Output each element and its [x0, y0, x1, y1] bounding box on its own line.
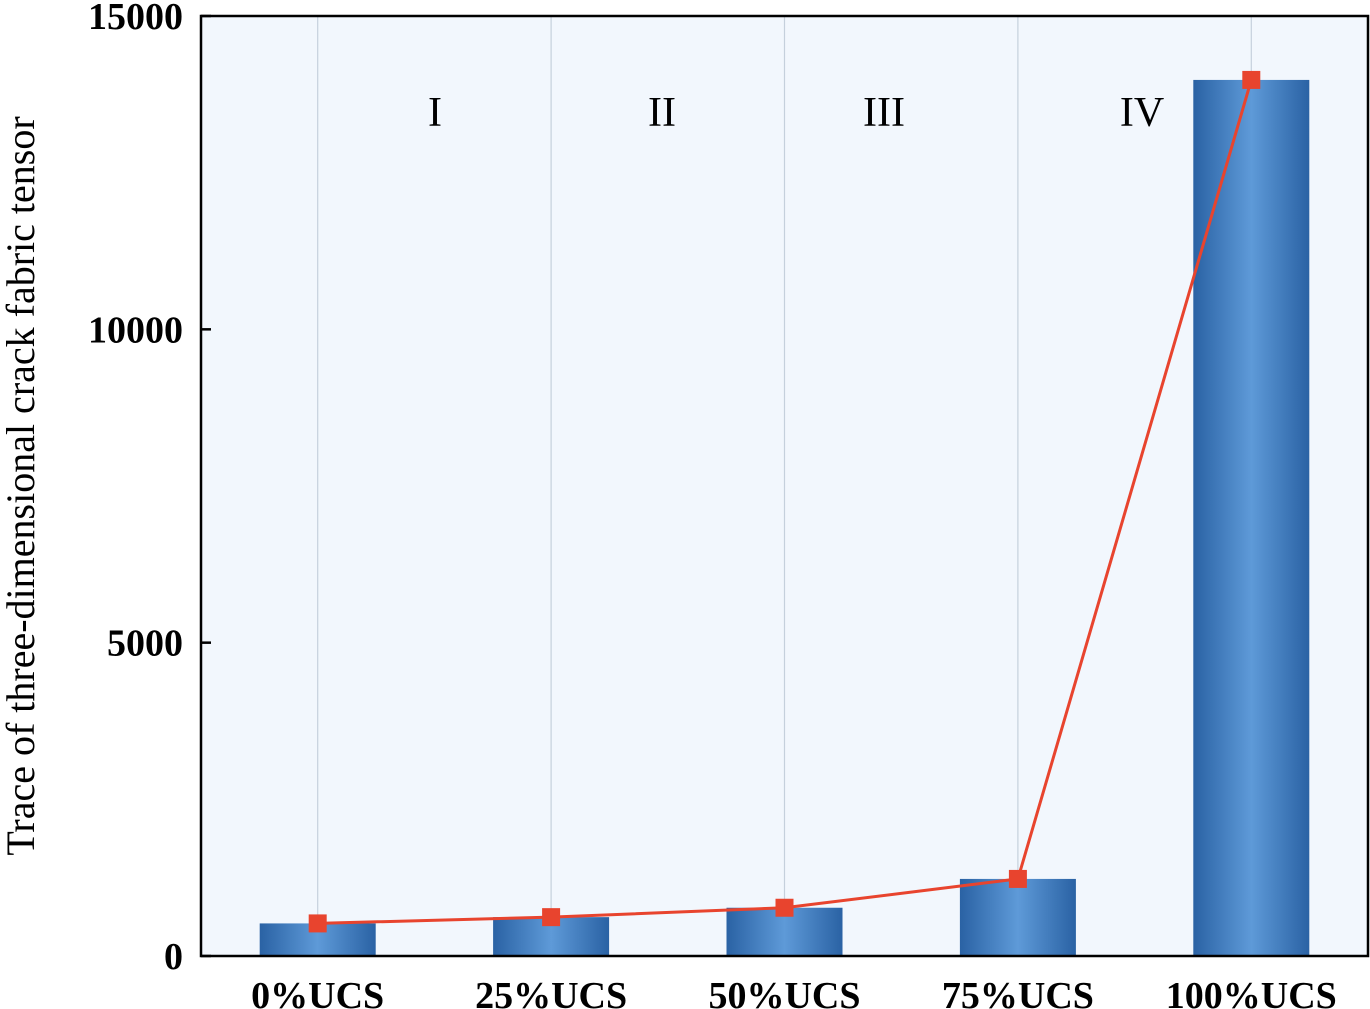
x-tick-label: 75%UCS	[942, 975, 1094, 1009]
x-tick-label: 50%UCS	[708, 975, 860, 1009]
x-tick-label: 100%UCS	[1166, 975, 1337, 1009]
square-marker	[308, 914, 327, 933]
bar	[1193, 79, 1310, 957]
bars	[259, 79, 1310, 957]
y-tick-label: 10000	[88, 309, 183, 351]
phase-labels: I II III IV	[428, 90, 1164, 136]
square-marker	[775, 898, 794, 917]
phase-label: I	[428, 90, 442, 136]
plot-frame	[199, 14, 1370, 958]
bar	[959, 878, 1076, 956]
square-marker	[1242, 70, 1261, 89]
grid-lines	[317, 16, 1252, 956]
line-markers	[308, 70, 1261, 933]
y-tick-label: 15000	[88, 0, 183, 38]
phase-label: II	[648, 90, 676, 136]
square-marker	[542, 908, 561, 927]
y-axis-title: Trace of three-dimensional crack fabric …	[0, 116, 43, 855]
y-tick-label: 5000	[107, 623, 183, 665]
phase-label: IV	[1120, 90, 1164, 136]
x-tick-label: 0%UCS	[251, 975, 384, 1009]
phase-label: III	[863, 90, 905, 136]
y-ticks: 0 5000 10000 15000	[88, 0, 211, 978]
x-tick-labels: 0%UCS 25%UCS 50%UCS 75%UCS 100%UCS	[251, 975, 1337, 1009]
x-tick-label: 25%UCS	[475, 975, 627, 1009]
square-marker	[1008, 869, 1027, 888]
y-tick-label: 0	[164, 936, 183, 978]
